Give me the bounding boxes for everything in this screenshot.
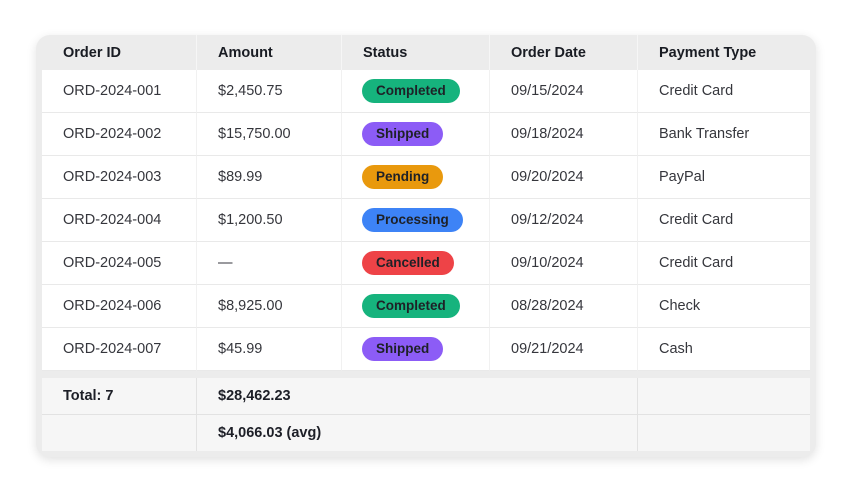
summary-empty-cell bbox=[638, 378, 810, 415]
order-id-cell: ORD-2024-001 bbox=[42, 70, 197, 113]
status-cell: Completed bbox=[342, 70, 490, 113]
order-id-cell: ORD-2024-002 bbox=[42, 113, 197, 156]
header-row: Order ID Amount Status Order Date Paymen… bbox=[42, 35, 810, 70]
status-badge: Shipped bbox=[362, 336, 444, 362]
status-badge: Cancelled bbox=[362, 250, 454, 276]
summary-empty-cell bbox=[638, 415, 810, 451]
footer-spacer bbox=[42, 371, 810, 378]
order-date-cell: 09/20/2024 bbox=[490, 156, 638, 199]
table-body: ORD-2024-001 $2,450.75 Completed 09/15/2… bbox=[42, 70, 810, 371]
payment-type-cell: Cash bbox=[638, 328, 810, 371]
table-row: ORD-2024-006 $8,925.00 Completed 08/28/2… bbox=[42, 285, 810, 328]
average-amount-value: $4,066.03 (avg) bbox=[197, 415, 638, 451]
status-badge: Completed bbox=[362, 78, 460, 104]
amount-cell: $1,200.50 bbox=[197, 199, 342, 242]
table-header: Order ID Amount Status Order Date Paymen… bbox=[42, 35, 810, 70]
column-header-amount: Amount bbox=[197, 35, 342, 70]
order-date-cell: 09/12/2024 bbox=[490, 199, 638, 242]
order-date-cell: 09/10/2024 bbox=[490, 242, 638, 285]
payment-type-cell: Check bbox=[638, 285, 810, 328]
status-cell: Shipped bbox=[342, 328, 490, 371]
payment-type-cell: PayPal bbox=[638, 156, 810, 199]
column-header-payment-type: Payment Type bbox=[659, 44, 757, 61]
status-cell: Pending bbox=[342, 156, 490, 199]
order-date-cell: 08/28/2024 bbox=[490, 285, 638, 328]
column-header-order-date: Order Date bbox=[490, 35, 638, 70]
status-badge: Pending bbox=[362, 164, 444, 190]
status-cell: Cancelled bbox=[342, 242, 490, 285]
status-cell: Shipped bbox=[342, 113, 490, 156]
order-id-cell: ORD-2024-004 bbox=[42, 199, 197, 242]
amount-cell: — bbox=[197, 242, 342, 285]
summary-row-average: $4,066.03 (avg) bbox=[42, 415, 810, 451]
table-row: ORD-2024-007 $45.99 Shipped 09/21/2024 C… bbox=[42, 328, 810, 371]
amount-cell: $15,750.00 bbox=[197, 113, 342, 156]
orders-table: Order ID Amount Status Order Date Paymen… bbox=[42, 35, 810, 451]
amount-cell: $89.99 bbox=[197, 156, 342, 199]
order-id-cell: ORD-2024-007 bbox=[42, 328, 197, 371]
order-id-cell: ORD-2024-003 bbox=[42, 156, 197, 199]
status-badge: Completed bbox=[362, 293, 460, 319]
order-id-cell: ORD-2024-005 bbox=[42, 242, 197, 285]
order-date-cell: 09/18/2024 bbox=[490, 113, 638, 156]
payment-type-cell: Credit Card bbox=[638, 199, 810, 242]
table-row: ORD-2024-002 $15,750.00 Shipped 09/18/20… bbox=[42, 113, 810, 156]
payment-type-cell: Credit Card bbox=[638, 70, 810, 113]
table-row: ORD-2024-005 — Cancelled 09/10/2024 Cred… bbox=[42, 242, 810, 285]
status-badge: Processing bbox=[362, 207, 463, 233]
status-badge: Shipped bbox=[362, 121, 444, 147]
column-header-order-id: Order ID bbox=[42, 35, 197, 70]
payment-type-cell: Credit Card bbox=[638, 242, 810, 285]
orders-table-card: Order ID Amount Status Order Date Paymen… bbox=[36, 35, 816, 457]
total-count-label: Total: 7 bbox=[42, 378, 197, 415]
order-date-cell: 09/15/2024 bbox=[490, 70, 638, 113]
table-footer: Total: 7 $28,462.23 $4,066.03 (avg) bbox=[42, 371, 810, 451]
total-amount-value: $28,462.23 bbox=[197, 378, 638, 415]
table-row: ORD-2024-003 $89.99 Pending 09/20/2024 P… bbox=[42, 156, 810, 199]
table-row: ORD-2024-001 $2,450.75 Completed 09/15/2… bbox=[42, 70, 810, 113]
table-row: ORD-2024-004 $1,200.50 Processing 09/12/… bbox=[42, 199, 810, 242]
status-cell: Processing bbox=[342, 199, 490, 242]
payment-type-cell: Bank Transfer bbox=[638, 113, 810, 156]
status-cell: Completed bbox=[342, 285, 490, 328]
summary-row-total: Total: 7 $28,462.23 bbox=[42, 378, 810, 415]
order-date-cell: 09/21/2024 bbox=[490, 328, 638, 371]
amount-cell: $8,925.00 bbox=[197, 285, 342, 328]
column-header-status: Status bbox=[342, 35, 490, 70]
amount-cell: $2,450.75 bbox=[197, 70, 342, 113]
amount-cell: $45.99 bbox=[197, 328, 342, 371]
summary-empty-cell bbox=[42, 415, 197, 451]
order-id-cell: ORD-2024-006 bbox=[42, 285, 197, 328]
